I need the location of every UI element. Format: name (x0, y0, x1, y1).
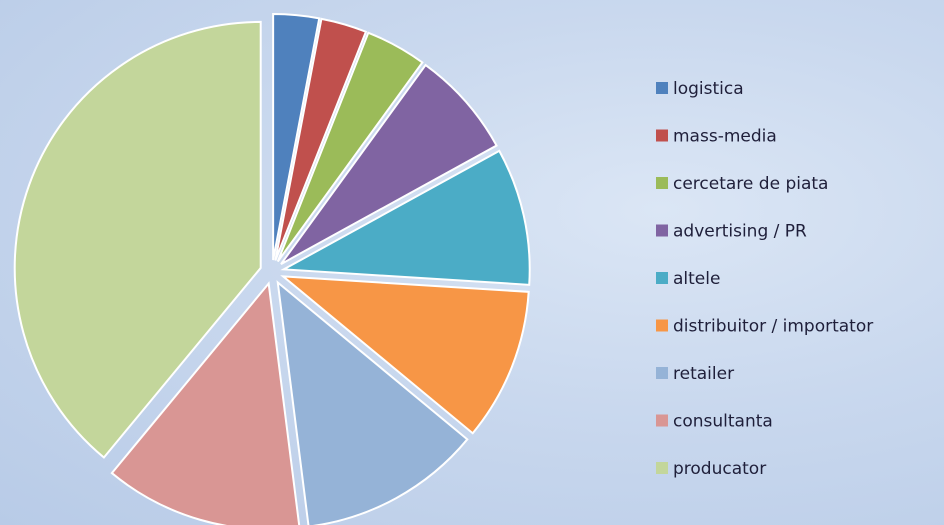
pie-slice (110, 281, 301, 525)
pie-slice (276, 31, 424, 263)
legend-swatch (656, 272, 668, 284)
pie-slice (280, 275, 530, 435)
legend-swatch (656, 82, 668, 94)
legend-label: consultanta (673, 412, 773, 432)
legend-label: altele (673, 269, 720, 289)
pie-slice (274, 17, 368, 261)
pie-slice (280, 63, 498, 265)
legend-label: producator (673, 459, 766, 479)
pie-slice (280, 149, 531, 286)
legend-label: advertising / PR (673, 222, 807, 242)
pie-slice (272, 13, 321, 261)
legend-label: cercetare de piata (673, 174, 828, 194)
legend-label: mass-media (673, 127, 777, 147)
legend-label: distribuitor / importator (673, 317, 873, 337)
legend-swatch (656, 129, 668, 142)
legend-swatch (656, 462, 668, 474)
legend-swatch (656, 319, 668, 332)
legend-swatch (656, 224, 668, 237)
legend-label: logistica (673, 79, 744, 99)
legend-swatch (656, 367, 668, 379)
pie-slice (13, 20, 262, 459)
legend-label: retailer (673, 364, 734, 384)
pie-slice (276, 280, 469, 525)
legend-swatch (656, 414, 668, 427)
legend-swatch (656, 177, 668, 189)
